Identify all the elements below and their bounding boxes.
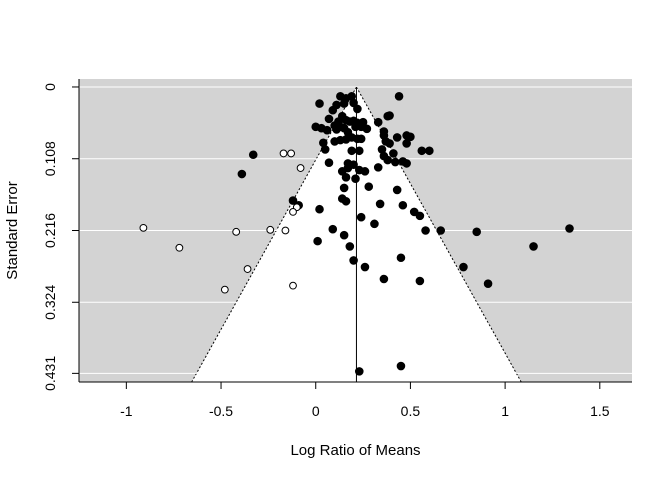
observed-point: [398, 200, 408, 210]
x-tick-label: 1.5: [590, 403, 610, 419]
observed-point: [373, 117, 383, 127]
observed-point: [349, 98, 358, 108]
observed-point: [237, 169, 247, 179]
observed-point: [406, 132, 415, 142]
observed-point: [360, 167, 370, 176]
x-tick-label: 1: [501, 403, 509, 419]
observed-point: [341, 135, 351, 144]
observed-point: [421, 226, 430, 235]
y-tick-label: 0.431: [42, 356, 58, 391]
filled-point: [289, 281, 297, 290]
filled-point: [289, 207, 297, 216]
filled-point: [266, 225, 275, 234]
y-tick-label: 0.324: [42, 285, 58, 320]
observed-point: [315, 99, 324, 108]
observed-point: [356, 212, 366, 222]
observed-point: [347, 146, 357, 156]
observed-point: [565, 224, 574, 233]
observed-point: [417, 146, 427, 156]
observed-point: [354, 367, 364, 376]
y-tick-label: 0.108: [42, 141, 58, 176]
observed-point: [324, 158, 334, 168]
observed-point: [375, 199, 385, 209]
observed-point: [351, 174, 360, 183]
observed-point: [472, 227, 482, 237]
observed-point: [339, 183, 349, 193]
observed-point: [409, 207, 419, 217]
observed-point: [322, 125, 332, 135]
observed-point: [370, 219, 379, 229]
observed-point: [394, 91, 404, 101]
observed-point: [324, 114, 334, 124]
observed-point: [362, 124, 372, 134]
filled-point: [232, 227, 241, 236]
x-tick-label: 0: [312, 403, 320, 419]
filled-point: [175, 243, 184, 252]
x-tick-label: -0.5: [209, 403, 233, 419]
observed-point: [248, 150, 258, 160]
observed-point: [385, 111, 394, 120]
x-tick-label: -1: [120, 403, 133, 419]
observed-point: [364, 182, 374, 191]
observed-point: [425, 146, 434, 156]
observed-point: [392, 185, 402, 195]
observed-point: [436, 226, 446, 235]
observed-point: [353, 104, 362, 114]
filled-point: [279, 149, 288, 158]
observed-point: [459, 262, 468, 272]
observed-point: [339, 99, 349, 108]
filled-point: [281, 226, 290, 235]
filled-point: [220, 285, 229, 294]
observed-point: [379, 274, 389, 284]
funnel-left-edge: [191, 86, 357, 383]
observed-point: [383, 155, 392, 165]
y-tick-label: 0: [42, 83, 58, 91]
observed-point: [385, 139, 394, 148]
observed-point: [392, 133, 402, 142]
observed-point: [396, 253, 406, 263]
observed-point: [315, 204, 324, 214]
observed-point: [345, 242, 355, 251]
x-axis-title: Log Ratio of Means: [290, 442, 420, 459]
axes: -1 -0.5 0 0.5 1 1.5 0 0.108 0.216 0.324 0.431: [42, 79, 632, 419]
observed-point: [373, 163, 383, 172]
x-tick-label: 0.5: [401, 403, 421, 419]
observed-point: [402, 159, 411, 168]
observed-point: [341, 196, 351, 206]
observed-point: [328, 224, 338, 234]
filled-point: [296, 164, 305, 172]
observed-point: [354, 146, 364, 156]
observed-point: [339, 230, 349, 240]
observed-point: [402, 139, 411, 148]
observed-point: [341, 173, 351, 182]
observed-point: [389, 149, 398, 158]
y-tick-label: 0.216: [42, 213, 58, 248]
gridlines: [79, 86, 632, 374]
observed-point: [328, 105, 338, 115]
observed-point: [320, 145, 330, 154]
observed-point: [415, 276, 425, 286]
y-axis-title: Standard Error: [4, 181, 21, 279]
observed-point: [332, 125, 341, 134]
observed-point: [390, 157, 400, 167]
observed-point: [343, 163, 353, 173]
observed-point: [313, 236, 322, 246]
filled-point: [139, 223, 148, 232]
observed-point: [288, 196, 298, 205]
observed-point: [415, 211, 425, 221]
filled-point: [287, 149, 296, 158]
observed-point: [360, 262, 370, 272]
observed-point: [483, 279, 493, 288]
observed-point: [349, 256, 358, 265]
filled-point: [243, 265, 252, 273]
observed-point: [330, 137, 339, 146]
observed-point: [396, 361, 406, 371]
observed-point: [529, 242, 538, 251]
observed-point: [356, 134, 366, 144]
data-points: [139, 91, 574, 376]
